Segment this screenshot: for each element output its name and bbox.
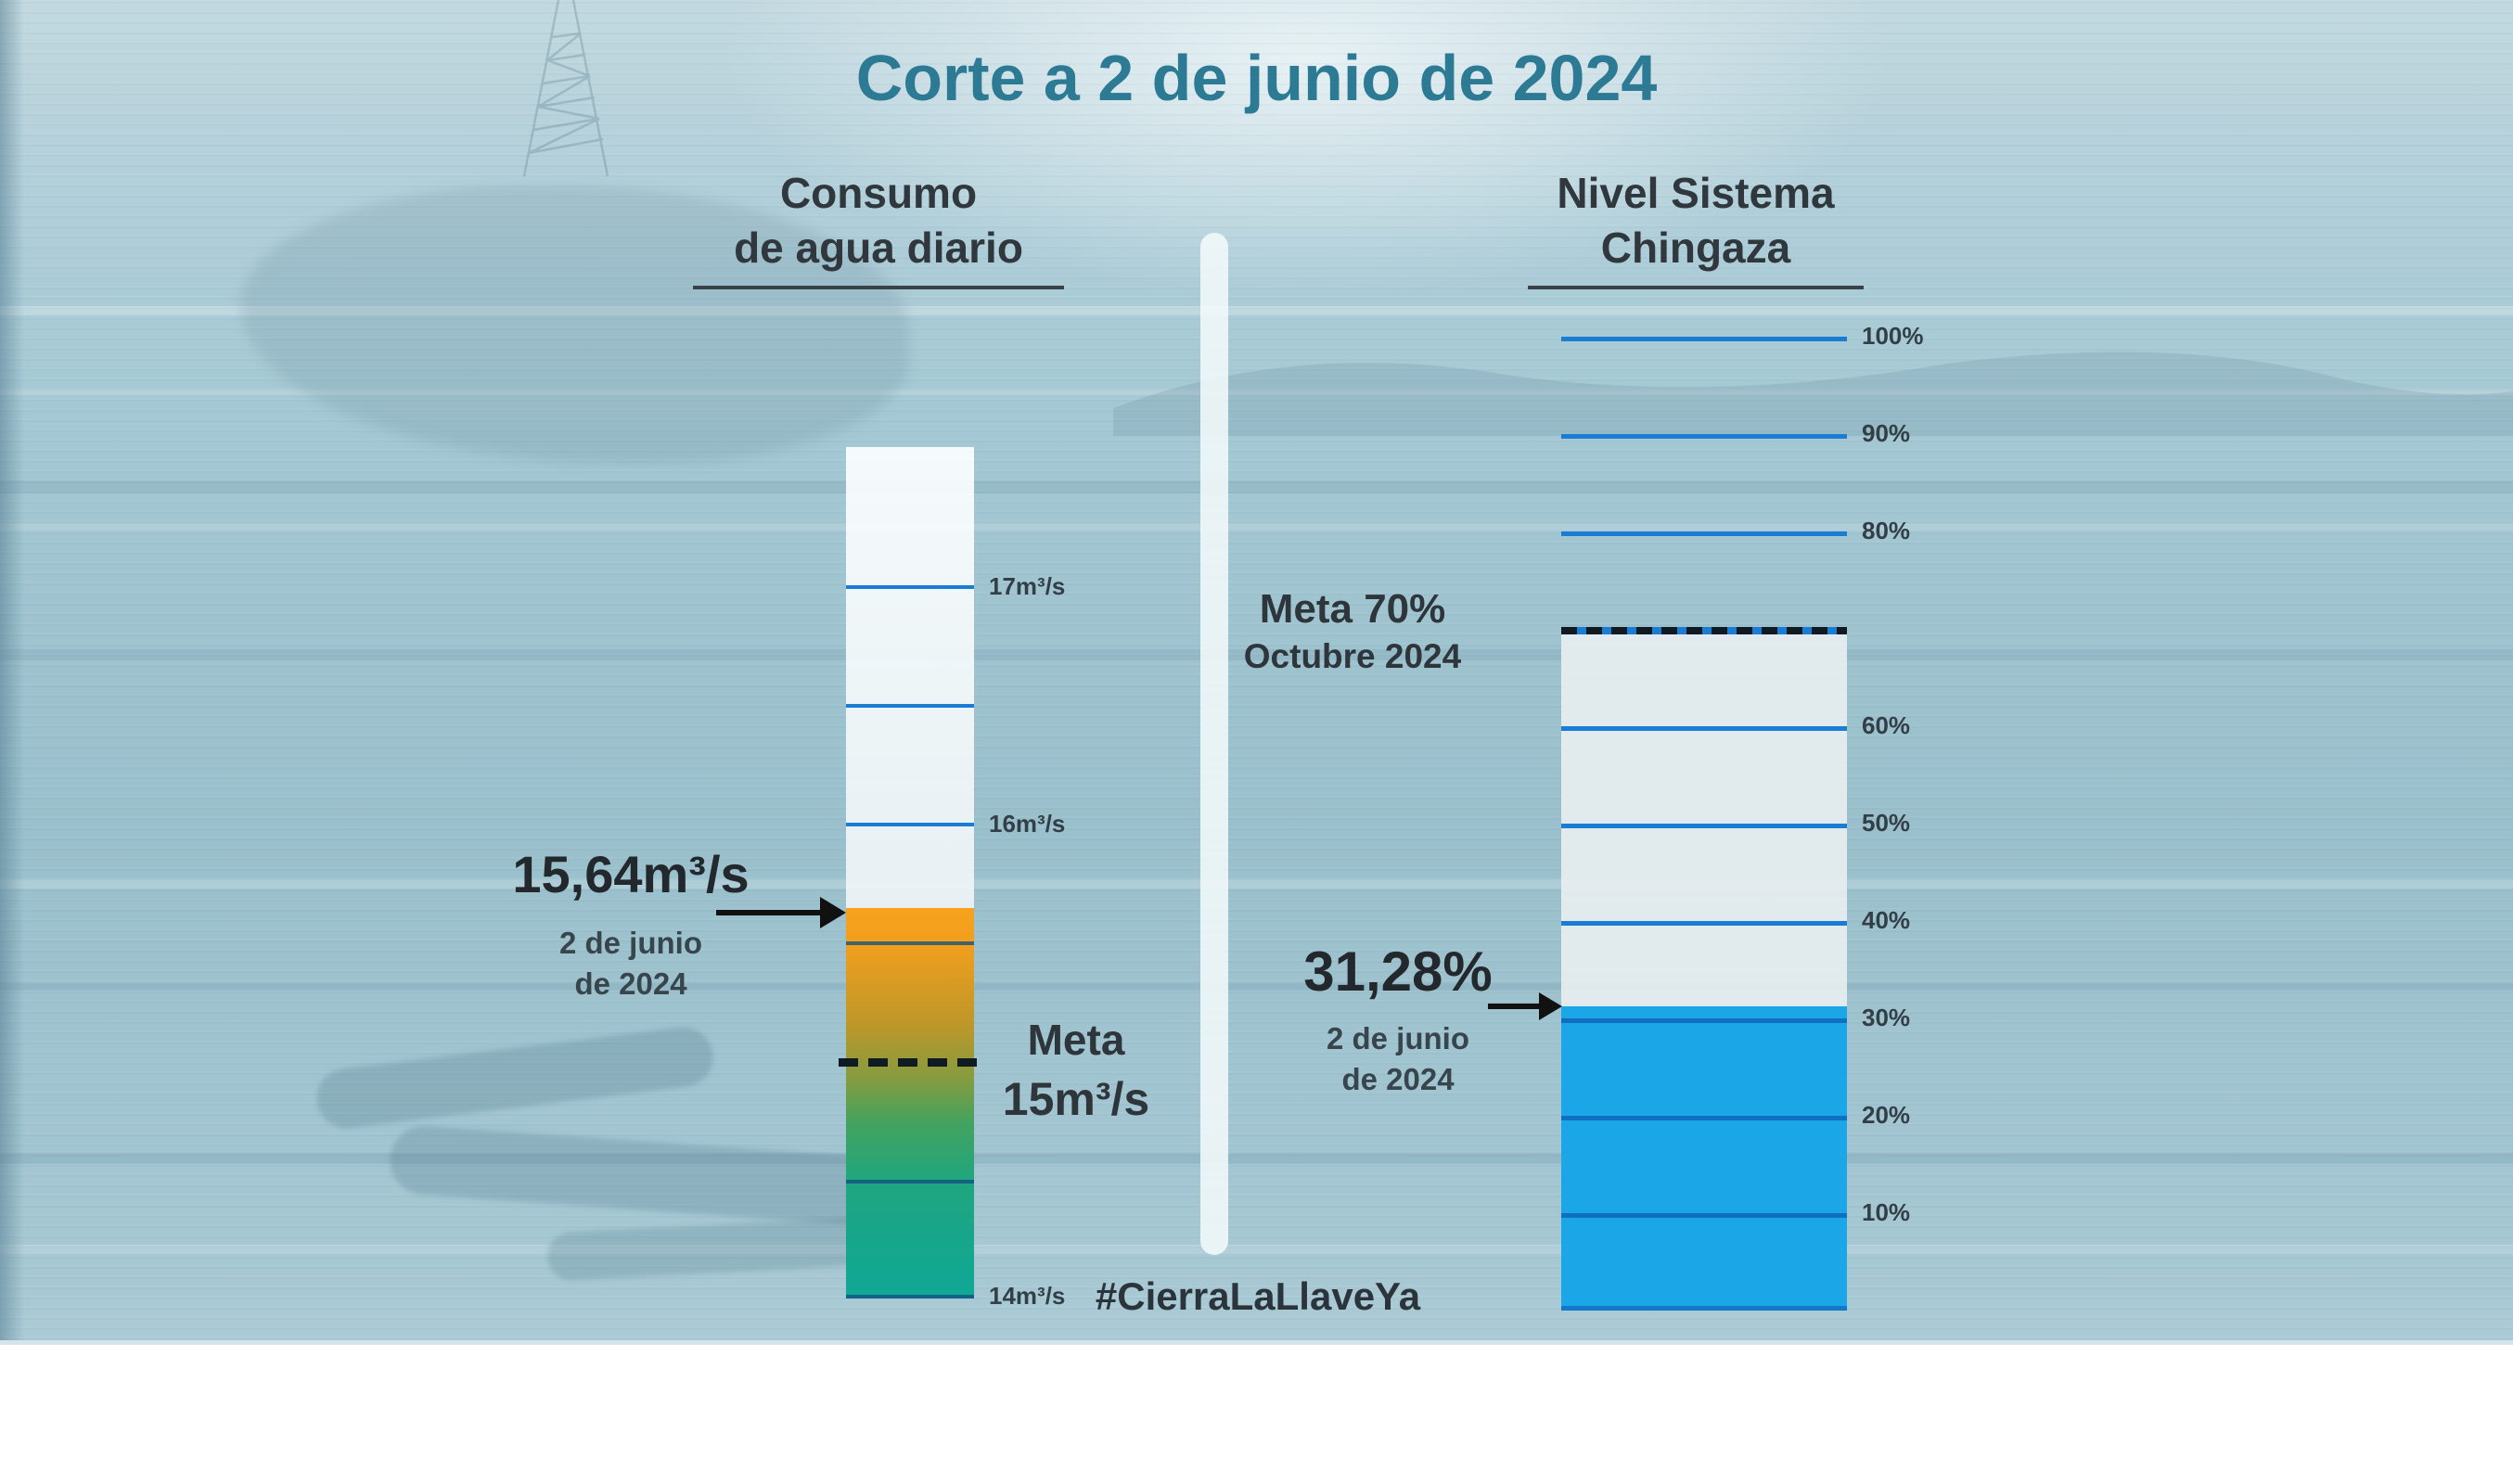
left-chart-heading-line2: de agua diario <box>734 224 1023 272</box>
tick-line-16 <box>846 823 974 827</box>
background-streak <box>0 523 2513 531</box>
background-streak <box>0 983 2513 991</box>
background-streak <box>0 649 2513 660</box>
tick-label-16: 16m³/s <box>989 810 1066 838</box>
center-divider <box>1200 233 1228 1255</box>
tick-line-15.5 <box>846 941 974 946</box>
water-consumption-gauge: 17m³/s 16m³/s 14m³/s <box>839 447 1065 1310</box>
tick-line-17 <box>846 584 974 589</box>
tick-label-60: 60% <box>1862 711 1911 739</box>
tick-label-50: 50% <box>1862 809 1911 837</box>
right-chart-heading-line1: Nivel Sistema <box>1557 169 1835 217</box>
target-line <box>839 1058 983 1068</box>
consumption-date: 2 de junio de 2024 <box>558 926 702 1001</box>
background-streak <box>0 306 2513 315</box>
left-chart-heading-line1: Consumo <box>779 169 978 217</box>
bar-fill <box>846 908 974 1298</box>
background-streak <box>0 1153 2513 1164</box>
chingaza-target-label: Meta 70% Octubre 2024 <box>1243 586 1462 675</box>
background-streak <box>0 1245 2513 1254</box>
mountain-silhouette <box>1113 352 2513 436</box>
consumption-current-value: 15,64m³/s <box>512 845 750 903</box>
tick-line-14 <box>846 1295 974 1298</box>
tick-label-40: 40% <box>1862 906 1911 934</box>
tick-label-20: 20% <box>1862 1101 1911 1129</box>
tick-label-10: 10% <box>1862 1198 1911 1226</box>
background-streak <box>0 390 2513 395</box>
chingaza-current-value: 31,28% <box>1303 940 1493 1003</box>
left-chart-heading-underline <box>693 286 1064 289</box>
chingaza-arrow <box>1488 1004 1539 1009</box>
tick-label-80: 80% <box>1862 517 1911 544</box>
background-streak <box>0 879 2513 889</box>
left-chart-heading: Consumo de agua diario <box>693 166 1064 289</box>
tick-label-14: 14m³/s <box>989 1282 1066 1310</box>
tick-line-20 <box>1561 1116 1847 1120</box>
tick-line-14.5 <box>846 1179 974 1183</box>
tick-line-16.5 <box>846 703 974 708</box>
chingaza-date: 2 de junio de 2024 <box>1326 1021 1469 1096</box>
tick-label-30: 30% <box>1862 1004 1911 1031</box>
target-line <box>1561 627 1847 634</box>
tick-line-90 <box>1561 434 1847 439</box>
footer: ALCALDÍA MAYOR DE BOGOTÁ D.C. BOGOTΛ ★ ✦… <box>0 1340 2513 1484</box>
right-chart-heading: Nivel Sistema Chingaza <box>1510 166 1881 289</box>
tick-line-40 <box>1561 921 1847 926</box>
tick-line-10 <box>1561 1213 1847 1218</box>
background-edge-shade <box>0 0 24 1340</box>
tick-label-90: 90% <box>1862 419 1911 447</box>
consumption-target-label: Meta 15m³/s <box>1002 1016 1150 1125</box>
tick-line-60 <box>1561 726 1847 731</box>
tick-label-17: 17m³/s <box>989 571 1066 600</box>
right-chart-heading-line2: Chingaza <box>1600 224 1791 272</box>
hashtag: #CierraLaLlaveYa <box>1095 1274 1421 1318</box>
consumption-arrow <box>716 910 820 915</box>
tick-line-30 <box>1561 1018 1847 1023</box>
chingaza-arrow-head <box>1539 992 1562 1020</box>
right-chart-heading-underline <box>1528 286 1864 289</box>
background-streak <box>0 480 2513 493</box>
chingaza-level-gauge: 100% 90% 80% 60% 50% 40% 30% 20% 10% <box>1561 322 1924 1311</box>
radio-tower-silhouette <box>522 0 609 176</box>
tick-line-50 <box>1561 824 1847 828</box>
tick-line-100 <box>1561 337 1847 341</box>
bar-fill <box>1561 1005 1847 1311</box>
tick-line-80 <box>1561 531 1847 536</box>
consumption-arrow-head <box>820 897 846 928</box>
page-title: Corte a 2 de junio de 2024 <box>855 42 1658 114</box>
tick-label-100: 100% <box>1862 322 1924 350</box>
